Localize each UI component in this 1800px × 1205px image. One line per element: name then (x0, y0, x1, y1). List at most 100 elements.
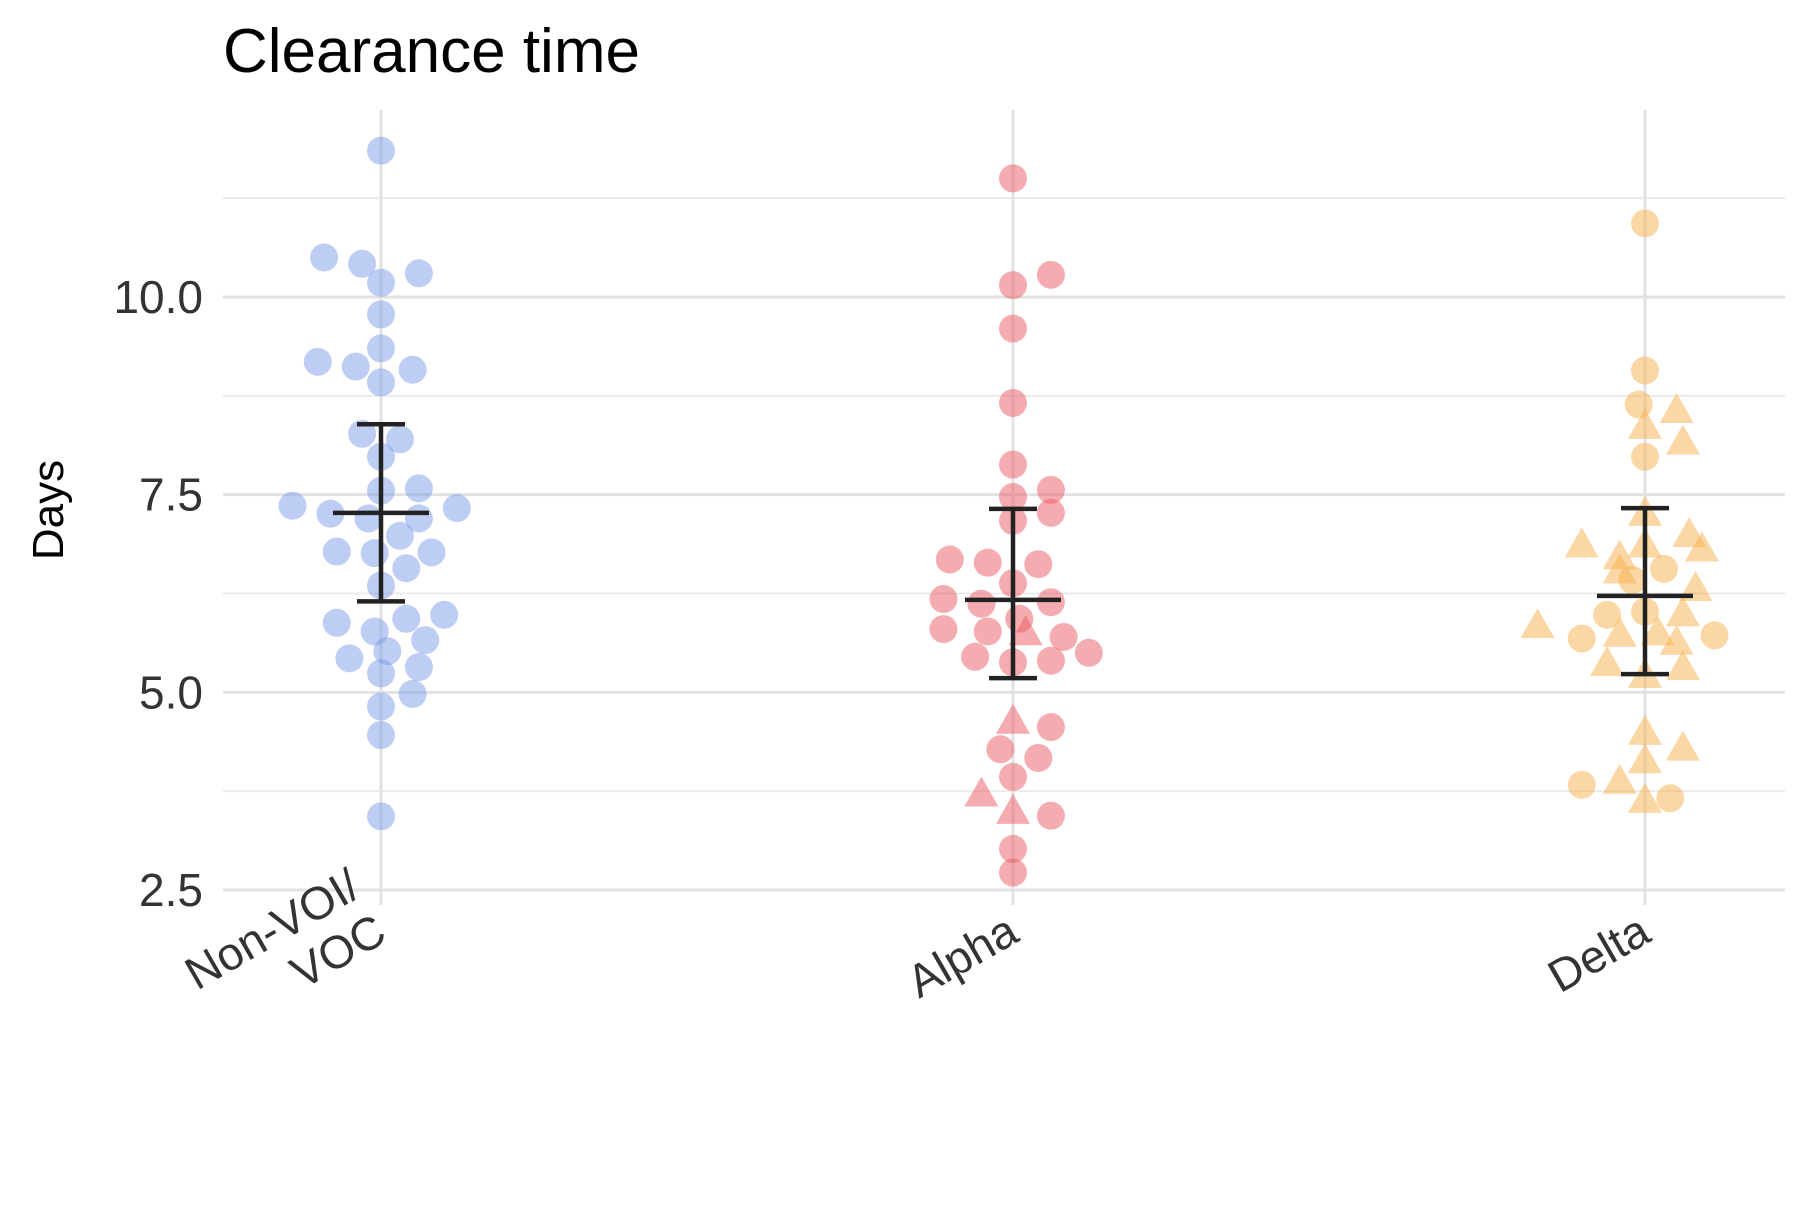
x-tick-label: Non-VOI/VOC (176, 858, 394, 999)
x-tick-label-line: Alpha (898, 903, 1026, 1007)
data-point (367, 802, 395, 831)
data-point (961, 642, 990, 671)
data-point (335, 644, 364, 673)
data-point (367, 136, 395, 165)
data-point-triangle (1520, 608, 1555, 639)
data-point-triangle (1684, 531, 1719, 562)
data-point (385, 521, 414, 550)
data-point (360, 539, 389, 568)
data-point (1036, 801, 1065, 830)
data-point (973, 617, 1002, 646)
data-point (367, 334, 395, 363)
data-point (392, 604, 421, 633)
data-point (398, 355, 427, 384)
data-point-triangle (1564, 527, 1599, 558)
errorbar-layer (333, 422, 1693, 681)
data-point (367, 300, 395, 329)
data-point-triangle (1602, 616, 1637, 647)
x-tick-label: Delta (1539, 903, 1658, 1002)
data-point (367, 692, 395, 721)
data-point (999, 314, 1027, 343)
data-point-triangle (964, 776, 999, 807)
data-point (430, 600, 459, 629)
data-point (341, 352, 370, 381)
data-point (322, 537, 351, 566)
data-point (1036, 498, 1065, 527)
points-layer (278, 136, 1729, 887)
data-point (348, 419, 377, 448)
y-tick-label: 7.5 (139, 469, 203, 521)
data-point (1593, 600, 1622, 629)
data-point (385, 425, 414, 454)
data-point (404, 259, 433, 288)
data-point (1036, 475, 1065, 504)
data-point (278, 491, 307, 520)
data-point (354, 504, 383, 533)
data-point (1024, 743, 1053, 772)
data-point-triangle (1628, 782, 1662, 813)
data-point (348, 249, 377, 278)
data-point-triangle (1665, 596, 1700, 627)
data-point (999, 762, 1027, 791)
data-point (929, 615, 958, 644)
data-point-triangle (1628, 408, 1662, 439)
data-point-triangle (1678, 570, 1713, 601)
data-point-triangle (1628, 714, 1662, 745)
data-point (1649, 554, 1678, 583)
data-point (367, 659, 395, 688)
data-point (322, 608, 351, 637)
data-point (398, 679, 427, 708)
data-point-triangle (1665, 730, 1700, 761)
data-point-triangle (1659, 624, 1694, 655)
data-point (1624, 390, 1653, 419)
data-point-triangle (1640, 615, 1675, 646)
data-point (1036, 588, 1065, 617)
data-point (929, 585, 958, 614)
data-point (999, 164, 1027, 193)
data-point-triangle (1665, 424, 1700, 455)
data-point-triangle (1602, 553, 1637, 584)
data-point (1036, 713, 1065, 742)
data-point (1036, 646, 1065, 675)
y-axis-label: Days (24, 460, 73, 560)
data-point (442, 494, 471, 523)
data-point-triangle (996, 793, 1030, 824)
data-point (999, 834, 1027, 863)
data-point (967, 589, 996, 618)
data-point (986, 735, 1015, 764)
data-point (1631, 442, 1659, 471)
data-point (999, 450, 1027, 479)
data-point (1631, 209, 1659, 238)
data-point (1049, 622, 1078, 651)
data-point (367, 368, 395, 397)
data-point (367, 268, 395, 297)
chart-title: Clearance time (223, 17, 640, 86)
data-point-triangle (1602, 763, 1637, 794)
data-point (1631, 356, 1659, 385)
data-point (1656, 784, 1685, 813)
data-point (404, 474, 433, 503)
data-point-triangle (1665, 650, 1700, 681)
data-point (1567, 624, 1596, 653)
data-point (404, 653, 433, 682)
data-point (1700, 621, 1729, 650)
x-tick-label-line: Delta (1539, 903, 1658, 1002)
data-point-triangle (1590, 646, 1625, 677)
y-tick-label: 5.0 (139, 666, 203, 718)
data-point (935, 545, 964, 574)
data-point (999, 271, 1027, 300)
y-tick-label: 10.0 (113, 271, 203, 323)
data-point (367, 721, 395, 750)
data-point (392, 554, 421, 583)
data-point (1567, 770, 1596, 799)
data-point (1024, 550, 1053, 579)
data-point-triangle (1628, 743, 1662, 774)
data-point-triangle (996, 703, 1030, 734)
data-point (1036, 260, 1065, 289)
y-tick-label: 2.5 (139, 864, 203, 916)
data-point (973, 548, 1002, 577)
data-point (999, 483, 1027, 512)
x-tick-label: Alpha (898, 903, 1026, 1007)
